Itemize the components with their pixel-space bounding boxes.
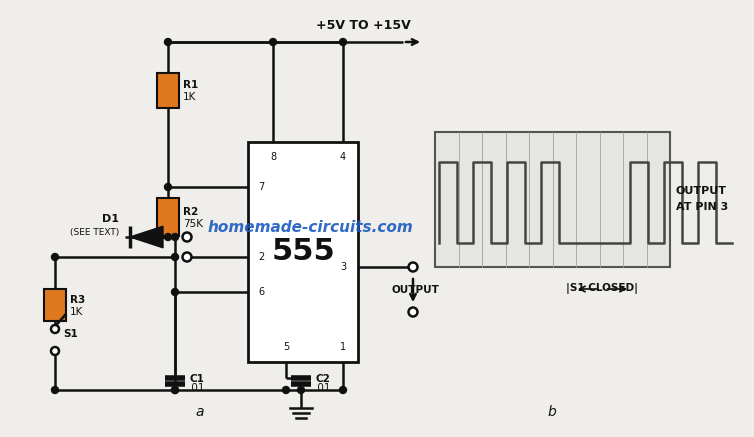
Circle shape bbox=[409, 308, 418, 316]
Circle shape bbox=[51, 347, 59, 355]
Circle shape bbox=[171, 253, 179, 260]
Bar bbox=[44, 289, 66, 321]
Bar bbox=[248, 142, 358, 362]
Circle shape bbox=[171, 233, 179, 240]
Circle shape bbox=[51, 325, 59, 333]
Text: R2: R2 bbox=[183, 207, 198, 217]
Circle shape bbox=[171, 386, 179, 393]
Text: 5: 5 bbox=[283, 342, 289, 352]
Text: 8: 8 bbox=[270, 152, 276, 162]
Circle shape bbox=[283, 386, 290, 393]
Text: 4: 4 bbox=[340, 152, 346, 162]
Text: 1K: 1K bbox=[183, 92, 196, 102]
Circle shape bbox=[298, 386, 305, 393]
Bar bbox=[435, 132, 670, 267]
Text: R3: R3 bbox=[70, 295, 85, 305]
Circle shape bbox=[171, 386, 179, 393]
Text: homemade-circuits.com: homemade-circuits.com bbox=[207, 219, 413, 235]
Circle shape bbox=[339, 386, 347, 393]
Text: 7: 7 bbox=[258, 182, 264, 192]
Circle shape bbox=[182, 253, 192, 261]
Circle shape bbox=[164, 233, 171, 240]
Circle shape bbox=[339, 38, 347, 45]
Text: C1: C1 bbox=[189, 374, 204, 384]
Text: 3: 3 bbox=[340, 262, 346, 272]
Text: (SEE TEXT): (SEE TEXT) bbox=[70, 228, 119, 236]
Text: S1: S1 bbox=[63, 329, 78, 339]
Text: .01: .01 bbox=[189, 383, 206, 393]
Text: .01: .01 bbox=[315, 383, 332, 393]
Circle shape bbox=[164, 184, 171, 191]
Text: 1: 1 bbox=[340, 342, 346, 352]
Circle shape bbox=[51, 386, 59, 393]
Text: 6: 6 bbox=[258, 287, 264, 297]
Text: OUTPUT: OUTPUT bbox=[676, 187, 727, 197]
Text: 75K: 75K bbox=[183, 219, 203, 229]
Circle shape bbox=[269, 38, 277, 45]
Bar bbox=[157, 198, 179, 236]
Circle shape bbox=[171, 288, 179, 295]
Circle shape bbox=[409, 263, 418, 271]
Text: |S1 CLOSED|: |S1 CLOSED| bbox=[566, 284, 639, 295]
Text: D1: D1 bbox=[102, 214, 119, 224]
Text: C2: C2 bbox=[315, 374, 330, 384]
Text: 1K: 1K bbox=[70, 307, 84, 317]
Text: 2: 2 bbox=[258, 252, 264, 262]
Circle shape bbox=[182, 232, 192, 242]
Text: AT PIN 3: AT PIN 3 bbox=[676, 202, 728, 212]
Text: R1: R1 bbox=[183, 80, 198, 90]
Text: b: b bbox=[547, 405, 556, 419]
Text: OUTPUT: OUTPUT bbox=[391, 285, 439, 295]
Circle shape bbox=[164, 38, 171, 45]
Text: 555: 555 bbox=[271, 237, 335, 267]
Polygon shape bbox=[130, 226, 163, 248]
Text: +5V TO +15V: +5V TO +15V bbox=[316, 19, 410, 32]
Text: a: a bbox=[196, 405, 204, 419]
Bar bbox=[157, 73, 179, 108]
Circle shape bbox=[51, 253, 59, 260]
